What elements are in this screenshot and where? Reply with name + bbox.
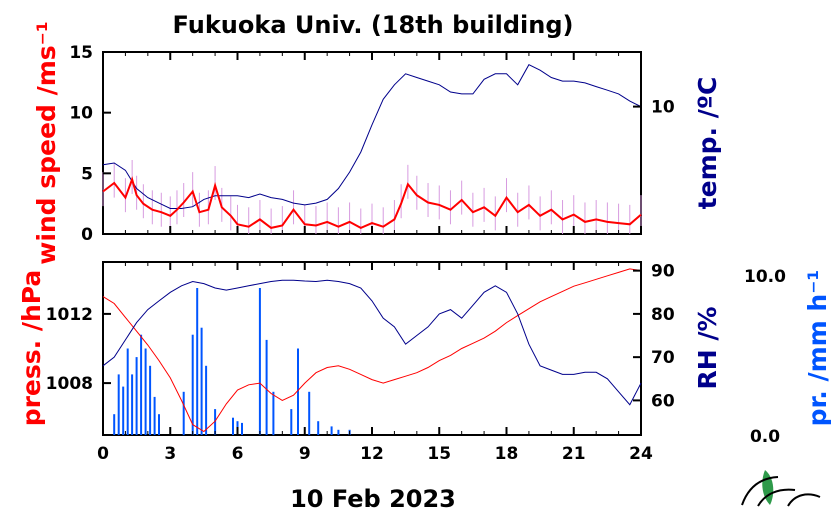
y-tick-label: 1012 — [46, 305, 93, 325]
y-tick-label: 15 — [69, 43, 93, 63]
temp-series — [102, 64, 642, 209]
precip-bar — [330, 426, 333, 435]
precip-bar — [241, 422, 243, 435]
precip-bar — [117, 374, 120, 435]
x-tick-label: 6 — [232, 444, 244, 464]
precip-axis-label: pr. /mm h⁻¹ — [803, 270, 832, 427]
precip-bar — [265, 339, 268, 435]
precip-bar — [232, 417, 234, 435]
precip-tick-top: 10.0 — [744, 267, 786, 287]
precip-bar — [140, 334, 143, 435]
x-tick-label: 21 — [562, 444, 586, 464]
wind-axis-ticks: 0 5 10 15 — [69, 43, 111, 245]
precip-bar — [196, 288, 199, 435]
upper-panel: 0 5 10 15 10 wind speed /ms⁻¹ temp. /ºC — [32, 21, 722, 265]
precip-bar — [126, 348, 129, 435]
y-tick-label: 80 — [651, 305, 675, 325]
x-tick-label: 0 — [97, 444, 109, 464]
precip-bar — [182, 391, 185, 436]
precip-bar — [272, 391, 275, 436]
precip-bar — [214, 409, 217, 435]
y-tick-label: 10 — [651, 98, 675, 118]
pressure-axis-label: press. /hPa — [17, 270, 46, 427]
wind-avg-series — [102, 176, 642, 230]
precip-bar — [205, 365, 208, 435]
precip-bar — [131, 374, 134, 435]
precip-bar — [297, 348, 299, 435]
precip-bar — [135, 357, 138, 435]
precip-bar — [258, 288, 261, 435]
precip-bar — [122, 386, 125, 435]
pressure-series — [102, 268, 642, 433]
y-tick-label: 70 — [651, 348, 675, 368]
temp-axis-ticks: 10 — [633, 98, 675, 118]
y-tick-label: 90 — [651, 262, 675, 282]
rh-series — [102, 279, 642, 406]
rh-axis-ticks: 60 70 80 90 — [633, 262, 675, 411]
precip-tick-bottom: 0.0 — [750, 427, 780, 447]
x-tick-label: 24 — [629, 444, 653, 464]
precip-bar — [308, 391, 311, 436]
lower-panel: 1008 1012 60 70 80 90 0 3 6 9 12 15 18 21 24 press. … — [17, 261, 832, 464]
precip-bar — [113, 414, 116, 435]
precip-bar — [191, 334, 194, 435]
precip-bar — [153, 396, 156, 435]
precip-bar — [290, 409, 293, 435]
precip-bars — [113, 288, 351, 436]
x-tick-label: 3 — [164, 444, 176, 464]
x-tick-label: 12 — [360, 444, 384, 464]
y-tick-label: 5 — [81, 164, 93, 184]
y-tick-label: 1008 — [46, 374, 93, 394]
fues-logo — [741, 470, 821, 507]
precip-bar — [144, 348, 147, 435]
precip-bar — [317, 421, 320, 435]
logo-swoosh-icon — [741, 476, 821, 507]
precip-bar — [337, 429, 340, 435]
x-tick-label: 15 — [427, 444, 451, 464]
x-tick-label: 9 — [299, 444, 311, 464]
y-tick-label: 10 — [69, 104, 93, 124]
y-tick-label: 60 — [651, 391, 675, 411]
lower-x-ticks: 0 3 6 9 12 15 18 21 24 — [97, 262, 653, 464]
rh-axis-label: RH /% — [693, 306, 722, 389]
precip-bar — [158, 414, 160, 435]
date-label: 10 Feb 2023 — [290, 485, 456, 513]
wind-axis-label: wind speed /ms⁻¹ — [32, 21, 61, 265]
upper-x-ticks — [102, 52, 642, 234]
chart-title: Fukuoka Univ. (18th building) — [173, 11, 574, 39]
precip-bar — [149, 365, 152, 435]
pressure-axis-ticks: 1008 1012 — [46, 305, 111, 394]
x-tick-label: 18 — [495, 444, 519, 464]
y-tick-label: 0 — [81, 225, 93, 245]
temp-axis-label: temp. /ºC — [693, 77, 722, 210]
precip-bar — [200, 327, 203, 435]
